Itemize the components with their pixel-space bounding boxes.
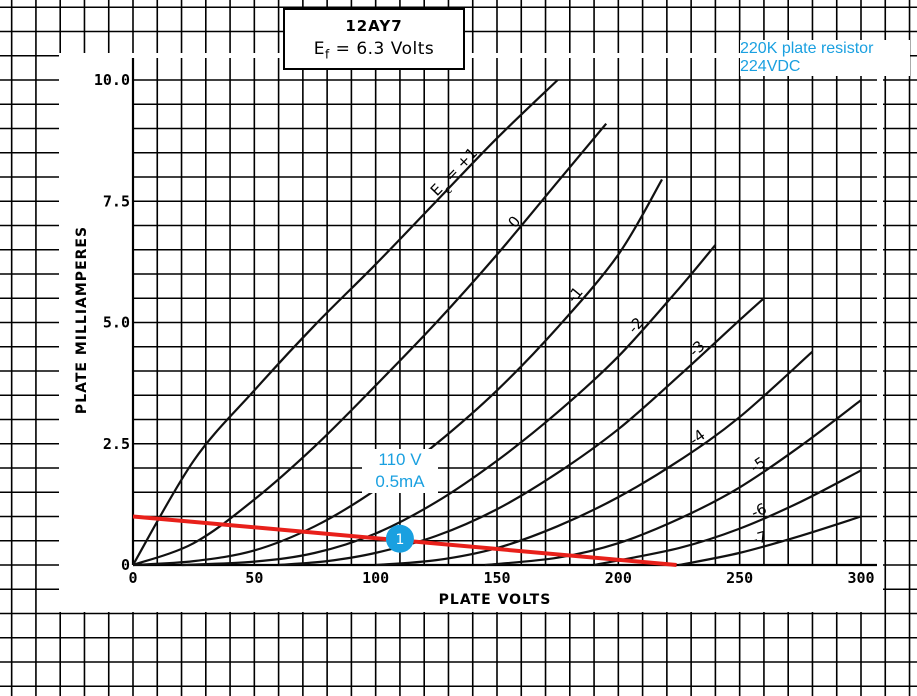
operating-point-voltage: 110 V: [378, 450, 422, 469]
y-tick-label: 5.0: [103, 314, 130, 332]
x-tick-label: 50: [245, 569, 263, 587]
x-tick-label: 200: [605, 569, 632, 587]
subtitle-symbol: E: [313, 39, 326, 59]
curve-series: [278, 297, 765, 567]
curve-series: [181, 244, 717, 567]
chart-subtitle: Ef = 6.3 Volts: [285, 39, 463, 61]
subtitle-value: = 6.3 Volts: [329, 39, 435, 59]
x-tick-label: 250: [726, 569, 753, 587]
subtitle-subscript: f: [325, 47, 330, 62]
plot-grid: [131, 58, 877, 567]
operating-point-label: 110 V 0.5mA: [362, 449, 438, 493]
x-tick-label: 0: [128, 569, 137, 587]
operating-point-current: 0.5mA: [375, 472, 425, 491]
x-axis-title: PLATE VOLTS: [439, 592, 552, 608]
curve-series: [375, 350, 814, 567]
y-tick-label: 7.5: [103, 192, 130, 210]
curve-label: -7: [750, 527, 769, 548]
load-note-line-2: 224VDC: [740, 58, 801, 75]
x-tick-label: 150: [483, 569, 510, 587]
y-tick-label: 0: [121, 556, 130, 574]
plot-area-background: [59, 53, 883, 612]
operating-point-marker-text: 1: [395, 532, 404, 548]
chart-title-box: 12AY7 Ef = 6.3 Volts: [283, 8, 465, 70]
curve-series: [593, 469, 862, 567]
x-tick-label: 100: [362, 569, 389, 587]
y-tick-label: 10.0: [94, 71, 130, 89]
x-tick-label: 300: [847, 569, 874, 587]
curve-series: [678, 515, 862, 567]
load-note: 220K plate resistor 224VDC: [740, 40, 910, 76]
curve-series: [132, 79, 559, 566]
y-axis-title: PLATE MILLIAMPERES: [74, 226, 90, 414]
curve-series: [484, 399, 862, 567]
load-note-line-1: 220K plate resistor: [740, 40, 874, 57]
chart-title: 12AY7: [345, 17, 403, 35]
curve-label: -6: [748, 499, 769, 522]
y-tick-label: 2.5: [103, 435, 130, 453]
tick-labels: 0 50 100 150 200 250 300 0 2.5 5.0 7.5 10.0: [94, 71, 875, 587]
operating-point-marker: 1: [385, 524, 414, 553]
curve-series: [132, 122, 608, 567]
